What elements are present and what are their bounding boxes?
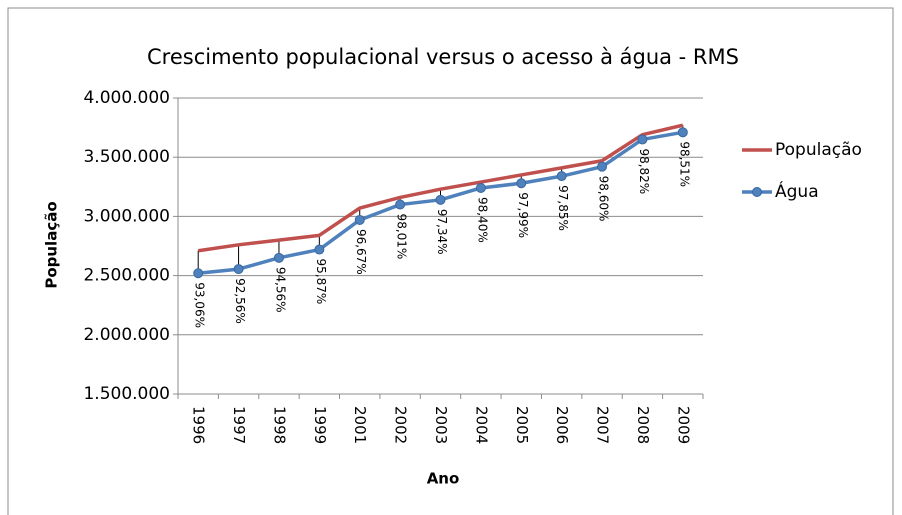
data-label: 98,51%	[677, 141, 691, 187]
legend-label: Água	[775, 180, 819, 202]
x-tick-label: 2002	[392, 406, 410, 444]
x-tick-label: 2005	[513, 406, 531, 444]
x-tick-label: 2008	[634, 406, 652, 444]
data-label: 97,34%	[435, 209, 449, 255]
legend-marker	[752, 187, 762, 197]
x-tick-label: 2001	[351, 406, 369, 444]
x-tick-label: 2009	[674, 406, 692, 444]
data-label: 96,67%	[354, 229, 368, 275]
point	[193, 268, 204, 279]
data-label: 93,06%	[193, 282, 207, 328]
point	[314, 244, 325, 255]
legend-label: População	[775, 140, 862, 160]
y-tick-label: 3.000.000	[83, 206, 170, 226]
chart-frame	[7, 7, 894, 515]
point	[475, 182, 486, 193]
y-tick-label: 2.500.000	[83, 266, 170, 286]
x-axis-title: Ano	[427, 470, 460, 488]
series-line	[197, 123, 684, 253]
point	[677, 127, 688, 138]
point	[354, 214, 365, 225]
point	[395, 199, 406, 210]
chart-title: Crescimento populacional versus o acesso…	[147, 45, 739, 69]
y-tick-label: 2.000.000	[83, 325, 170, 345]
point	[597, 161, 608, 172]
point	[556, 171, 567, 182]
x-tick-label: 2004	[472, 406, 490, 444]
data-label: 98,01%	[395, 214, 409, 260]
point	[435, 194, 446, 205]
data-label: 94,56%	[273, 267, 287, 313]
x-tick-label: 2007	[594, 406, 612, 444]
x-tick-label: 1997	[230, 406, 248, 444]
x-tick-label: 1998	[270, 406, 288, 444]
data-label: 97,85%	[556, 185, 570, 231]
data-label: 98,82%	[637, 148, 651, 194]
point	[273, 252, 284, 263]
x-tick-label: 2006	[553, 406, 571, 444]
data-label: 98,40%	[475, 197, 489, 243]
point	[233, 264, 244, 275]
data-label: 97,99%	[516, 192, 530, 238]
point	[637, 134, 648, 145]
data-label: 95,87%	[314, 259, 328, 305]
x-tick-label: 2003	[432, 406, 450, 444]
y-tick-label: 4.000.000	[83, 88, 170, 108]
point	[516, 178, 527, 189]
y-tick-label: 1.500.000	[83, 384, 170, 404]
data-label: 98,60%	[597, 176, 611, 222]
y-tick-label: 3.500.000	[83, 147, 170, 167]
x-tick-label: 1999	[311, 406, 329, 444]
data-label: 92,56%	[233, 278, 247, 324]
x-tick-label: 1996	[190, 406, 208, 444]
y-axis-title: População	[43, 201, 61, 288]
